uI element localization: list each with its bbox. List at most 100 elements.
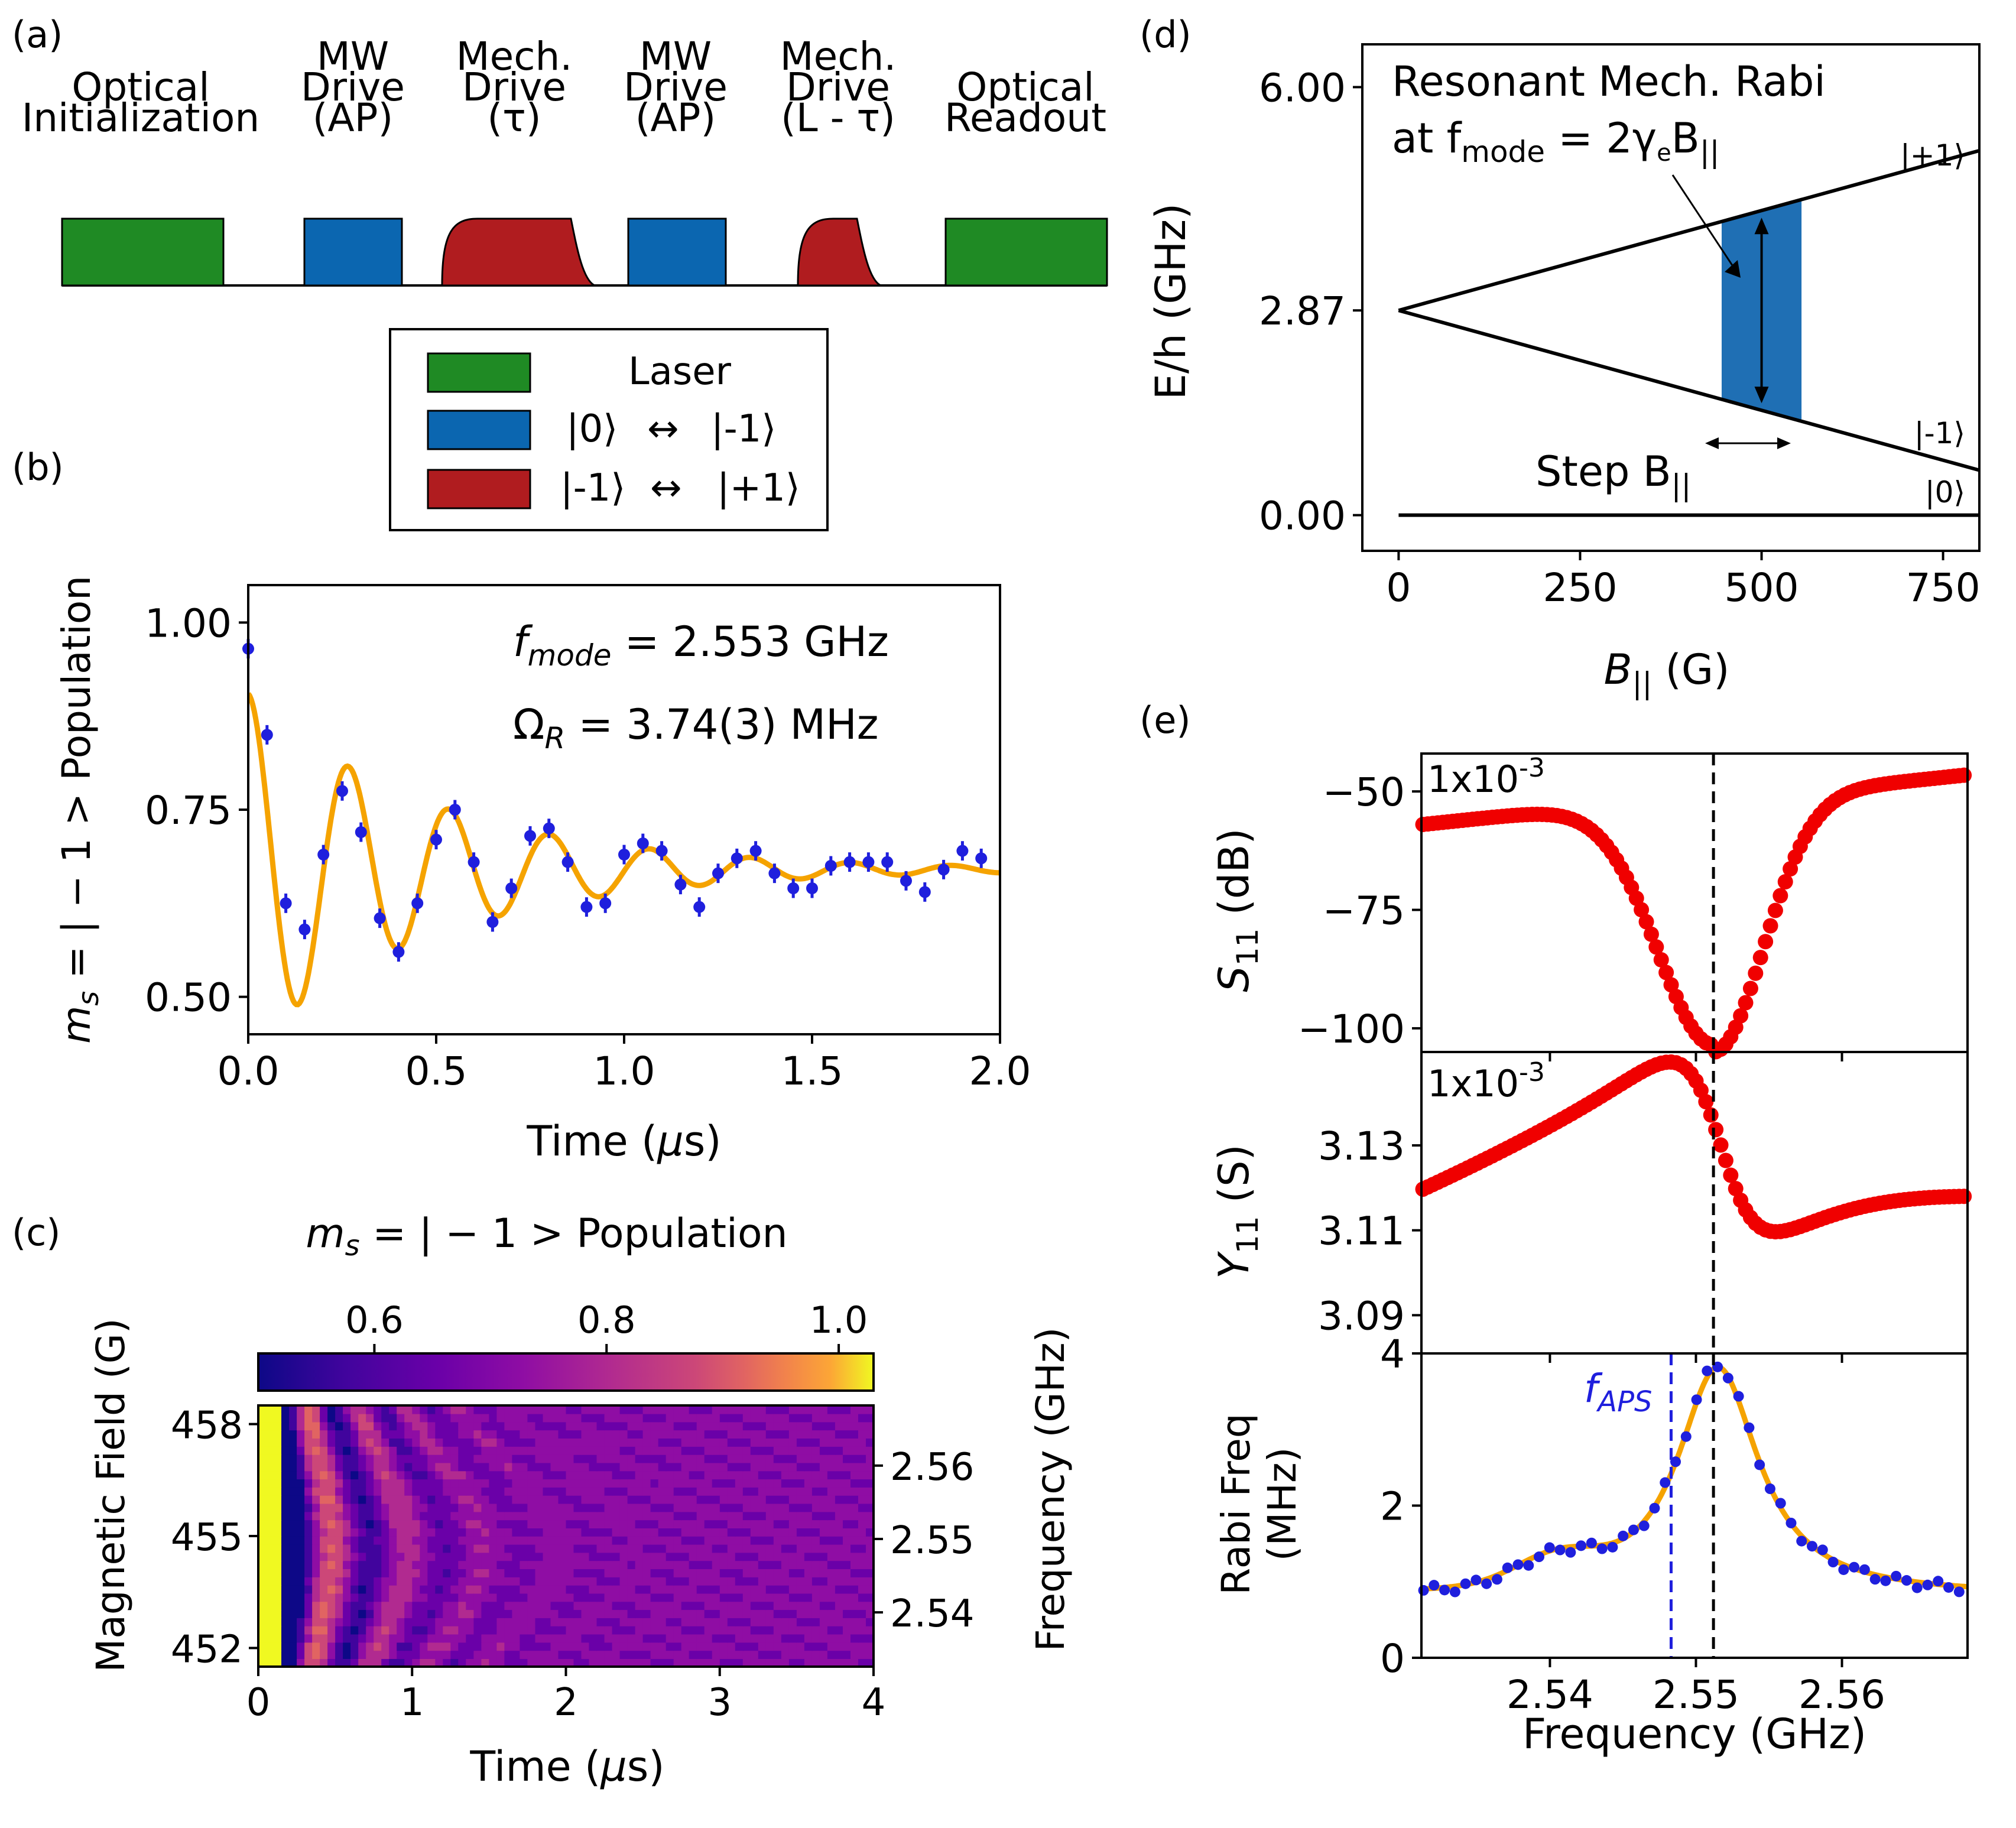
heatmap-cell: [727, 1503, 736, 1512]
heatmap-cell: [619, 1536, 628, 1545]
heatmap-cell: [635, 1650, 644, 1659]
heatmap-cell: [819, 1487, 828, 1496]
heatmap-cell: [696, 1569, 705, 1577]
heatmap-cell: [327, 1495, 336, 1504]
heatmap-cell: [658, 1511, 667, 1521]
heatmap-cell: [635, 1487, 644, 1496]
heatmap-cell: [289, 1454, 297, 1463]
heatmap-cell: [550, 1470, 559, 1480]
heatmap-cell: [843, 1625, 851, 1635]
heatmap-cell: [466, 1560, 475, 1569]
heatmap-cell: [681, 1528, 690, 1537]
data-point: [1728, 1181, 1744, 1197]
heatmap-cell: [712, 1479, 720, 1488]
heatmap-cell: [773, 1618, 782, 1626]
heatmap-cell: [297, 1650, 305, 1659]
heatmap-cell: [619, 1560, 628, 1569]
heatmap-cell: [804, 1634, 813, 1643]
heatmap-cell: [573, 1528, 582, 1537]
heatmap-cell: [642, 1487, 651, 1496]
heatmap-cell: [581, 1503, 590, 1512]
heatmap-cell: [281, 1658, 290, 1667]
heatmap-cell: [320, 1560, 328, 1569]
heatmap-cell: [612, 1446, 621, 1455]
heatmap-cell: [858, 1405, 866, 1414]
heatmap-cell: [665, 1544, 674, 1553]
heatmap-cell: [788, 1519, 797, 1528]
heatmap-cell: [397, 1560, 405, 1569]
chart-d-annotation-step: Step B||: [1535, 447, 1691, 502]
heatmap-cell: [543, 1511, 551, 1521]
heatmap-cell: [650, 1569, 659, 1577]
heatmap-cell: [735, 1503, 744, 1512]
heatmap-cell: [589, 1421, 598, 1431]
heatmap-cell: [573, 1487, 582, 1496]
heatmap-cell: [496, 1625, 505, 1635]
heatmap-cell: [742, 1438, 751, 1447]
heatmap-cell: [804, 1503, 813, 1512]
heatmap-cell: [397, 1634, 405, 1643]
heatmap-cell: [374, 1454, 382, 1463]
heatmap-cell: [589, 1560, 598, 1569]
heatmap-cell: [443, 1560, 452, 1569]
heatmap-cell: [266, 1625, 274, 1635]
heatmap-cell: [681, 1609, 690, 1618]
heatmap-cell: [858, 1552, 866, 1561]
heatmap-cell: [665, 1601, 674, 1611]
heatmap-cell: [389, 1536, 397, 1545]
heatmap-cell: [327, 1577, 336, 1586]
data-point: [843, 856, 856, 868]
data-point: [374, 912, 386, 924]
heatmap-cell: [742, 1503, 751, 1512]
heatmap-cell: [489, 1446, 498, 1455]
heatmap-cell: [612, 1618, 621, 1626]
heatmap-cell: [435, 1560, 444, 1569]
heatmap-cell: [427, 1658, 436, 1667]
heatmap-cell: [858, 1413, 866, 1423]
heatmap-cell: [796, 1462, 805, 1472]
heatmap-cell: [866, 1536, 874, 1545]
heatmap-cell: [650, 1650, 659, 1659]
heatmap-cell: [473, 1585, 482, 1594]
heatmap-cell: [773, 1658, 782, 1667]
data-point: [1512, 1559, 1524, 1570]
heatmap-cell: [750, 1642, 759, 1651]
heatmap-cell: [596, 1609, 605, 1618]
data-point: [1649, 1502, 1660, 1514]
heatmap-cell: [773, 1601, 782, 1611]
heatmap-cell: [435, 1593, 444, 1602]
heatmap-cell: [504, 1511, 513, 1521]
heatmap-cell: [858, 1495, 866, 1504]
heatmap-cell: [481, 1503, 490, 1512]
heatmap-cell: [304, 1601, 313, 1611]
heatmap-cell: [274, 1569, 282, 1577]
heatmap-cell: [550, 1642, 559, 1651]
heatmap-cell: [627, 1446, 636, 1455]
heatmap-cell: [320, 1430, 328, 1439]
heatmap-cell: [435, 1446, 444, 1455]
y-tick-label: −50: [1323, 769, 1405, 815]
chart-b-annotation-fmode: fmode = 2.553 GHz: [513, 618, 889, 673]
chart-d-ylabel: E/h (GHz): [1147, 203, 1195, 400]
heatmap-cell: [450, 1511, 459, 1521]
heatmap-cell: [804, 1430, 813, 1439]
heatmap-cell: [320, 1601, 328, 1611]
heatmap-cell: [650, 1618, 659, 1626]
heatmap-cell: [727, 1479, 736, 1488]
heatmap-cell: [535, 1454, 544, 1463]
heatmap-cell: [297, 1413, 305, 1423]
data-point: [1869, 1574, 1881, 1585]
heatmap-cell: [704, 1462, 713, 1472]
heatmap-cell: [466, 1618, 475, 1626]
heatmap-cell: [596, 1430, 605, 1439]
heatmap-cell: [612, 1519, 621, 1528]
heatmap-cell: [527, 1487, 536, 1496]
heatmap-cell: [773, 1405, 782, 1414]
heatmap-cell: [374, 1479, 382, 1488]
heatmap-cell: [627, 1642, 636, 1651]
heatmap-cell: [520, 1618, 528, 1626]
heatmap-cell: [473, 1577, 482, 1586]
heatmap-cell: [742, 1511, 751, 1521]
heatmap-cell: [481, 1642, 490, 1651]
heatmap-cell: [350, 1430, 359, 1439]
